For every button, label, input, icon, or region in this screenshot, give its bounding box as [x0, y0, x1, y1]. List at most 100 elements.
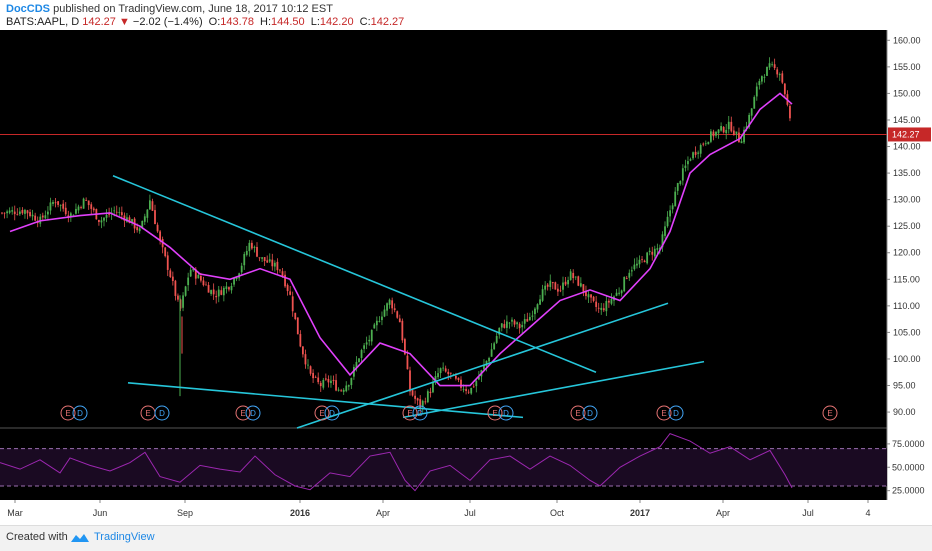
dividend-marker	[324, 405, 340, 421]
candle-body	[656, 248, 659, 250]
candle-body	[676, 183, 679, 191]
candle-body	[398, 318, 401, 323]
author-name[interactable]: DocCDS	[6, 3, 51, 15]
candle-body	[92, 208, 95, 211]
candle-body	[557, 288, 559, 292]
candle-body	[200, 275, 202, 281]
candle-body	[582, 284, 585, 292]
dividend-marker	[498, 405, 514, 421]
candle-body	[225, 286, 228, 289]
candle-body	[271, 259, 274, 267]
candle-body	[197, 274, 200, 279]
candle-body	[712, 131, 715, 137]
candle-body	[159, 231, 161, 241]
candle-body	[758, 81, 761, 86]
candle-body	[630, 270, 633, 272]
candle-body	[401, 320, 404, 341]
candle-body	[347, 385, 350, 387]
candle-body	[166, 255, 169, 270]
candle-body	[253, 246, 256, 248]
candle-body	[113, 210, 116, 212]
candle-body	[386, 303, 388, 311]
candle-body	[330, 380, 332, 384]
price-axis	[887, 30, 932, 525]
candle-body	[302, 346, 304, 355]
candle-body	[564, 281, 567, 285]
candle-body	[745, 126, 748, 129]
candle-body	[692, 152, 694, 159]
chart-area[interactable]: 160.00 155.00 150.00 145.00 140.00 135.00 130.…	[0, 30, 932, 525]
dividend-marker-label: D	[673, 409, 679, 418]
candle-body	[324, 378, 327, 380]
candle-body	[725, 129, 728, 134]
candle-body	[202, 280, 205, 286]
candle-body	[105, 214, 108, 218]
candle-body	[559, 290, 562, 292]
candle-body	[597, 307, 600, 309]
candle-body	[766, 66, 768, 76]
change-arrow-icon: ▼	[118, 16, 130, 28]
candle-body	[707, 141, 710, 145]
candle-body	[194, 269, 197, 279]
dividend-marker-label: D	[587, 409, 593, 418]
candle-body	[771, 64, 773, 66]
earnings-marker	[314, 405, 330, 421]
candle-body	[378, 321, 381, 322]
chart-canvas[interactable]: 160.00 155.00 150.00 145.00 140.00 135.00 130.…	[0, 30, 932, 525]
dividend-marker	[668, 405, 684, 421]
candle-body	[337, 389, 340, 391]
candle-body	[472, 386, 475, 388]
time-tick-label: Oct	[550, 508, 565, 518]
earnings-marker-label: E	[145, 409, 150, 418]
candle-body	[388, 299, 391, 305]
candle-body	[465, 389, 467, 391]
candle-body	[513, 320, 516, 325]
candle-body	[674, 191, 677, 207]
price-tick-label: 100.00	[893, 354, 921, 364]
candle-body	[763, 76, 766, 78]
price-tick-label: 160.00	[893, 35, 921, 45]
candle-body	[1, 212, 3, 214]
candle-body	[98, 219, 100, 222]
candle-body	[128, 217, 131, 224]
time-tick-label: 2017	[630, 508, 650, 518]
candle-body	[358, 358, 360, 363]
candle-body	[251, 242, 253, 249]
candle-body	[11, 210, 14, 212]
candle-body	[391, 300, 394, 309]
ohlc-legend: BATS:AAPL, D 142.27 ▼ −2.02 (−1.4%) O:14…	[6, 16, 404, 28]
tradingview-logo-icon[interactable]	[70, 532, 90, 544]
price-tick-label: 95.00	[893, 381, 916, 391]
candle-body	[332, 379, 335, 382]
candle-body	[57, 201, 59, 205]
dividend-marker-label: D	[250, 409, 256, 418]
candle-body	[108, 213, 110, 215]
candle-body	[312, 372, 314, 379]
candle-body	[477, 376, 480, 380]
candle-body	[34, 215, 37, 221]
candle-body	[783, 83, 786, 95]
candle-body	[623, 276, 626, 292]
candle-body	[404, 339, 406, 355]
candle-body	[245, 250, 248, 255]
candle-body	[296, 317, 299, 335]
candle-body	[319, 382, 322, 387]
candle-body	[409, 370, 411, 392]
candle-body	[687, 161, 689, 165]
candle-body	[615, 292, 618, 296]
time-tick-label: Apr	[376, 508, 390, 518]
candle-body	[429, 391, 432, 394]
candle-body	[595, 301, 598, 307]
time-tick-label: Mar	[7, 508, 23, 518]
candle-body	[541, 289, 544, 301]
candle-body	[131, 219, 133, 224]
candle-body	[768, 63, 771, 68]
candle-body	[85, 199, 88, 201]
tradingview-link[interactable]: TradingView	[94, 531, 155, 543]
candle-body	[143, 216, 146, 222]
candle-body	[21, 209, 24, 214]
candle-body	[340, 390, 343, 392]
earnings-marker	[60, 405, 76, 421]
candle-body	[120, 212, 123, 216]
price-tick-label: 115.00	[893, 274, 920, 284]
